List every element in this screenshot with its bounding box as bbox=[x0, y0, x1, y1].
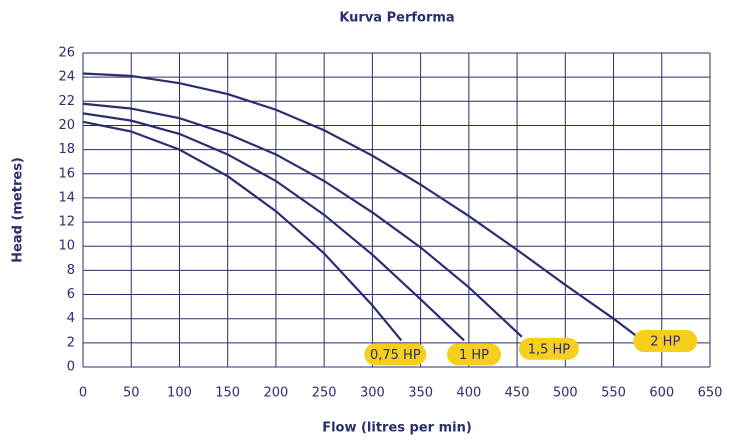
x-tick-label: 400 bbox=[456, 386, 481, 401]
y-tick-label: 22 bbox=[58, 94, 75, 109]
x-tick-label: 650 bbox=[698, 386, 723, 401]
label-pill bbox=[518, 337, 579, 360]
y-tick-label: 20 bbox=[58, 118, 75, 133]
y-tick-label: 10 bbox=[58, 239, 75, 254]
y-tick-label: 2 bbox=[67, 335, 75, 350]
x-tick-label: 600 bbox=[649, 386, 674, 401]
series-label: 1 HP bbox=[459, 348, 489, 363]
label-pill bbox=[364, 343, 427, 366]
curve bbox=[82, 72, 648, 345]
x-tick-label: 150 bbox=[215, 386, 240, 401]
series-label: 2 HP bbox=[650, 335, 680, 350]
y-tick-label: 18 bbox=[58, 142, 75, 157]
y-tick-label: 8 bbox=[67, 263, 75, 278]
x-tick-label: 50 bbox=[123, 386, 140, 401]
y-tick-label: 6 bbox=[67, 287, 75, 302]
series-label: 1,5 HP bbox=[528, 342, 571, 357]
y-tick-label: 16 bbox=[58, 166, 75, 181]
y-tick-label: 4 bbox=[67, 311, 75, 326]
y-tick-label: 0 bbox=[67, 360, 75, 375]
x-tick-label: 100 bbox=[167, 386, 192, 401]
chart-title: Kurva Performa bbox=[339, 11, 454, 26]
curve bbox=[82, 112, 465, 342]
y-tick-label: 12 bbox=[58, 215, 75, 230]
x-tick-label: 300 bbox=[360, 386, 385, 401]
label-pill bbox=[633, 330, 698, 353]
x-tick-label: 500 bbox=[553, 386, 578, 401]
x-tick-label: 350 bbox=[408, 386, 433, 401]
y-tick-label: 24 bbox=[58, 70, 75, 85]
label-pill bbox=[447, 343, 502, 366]
y-tick-label: 14 bbox=[58, 190, 75, 205]
x-axis-label: Flow (litres per min) bbox=[322, 421, 472, 436]
x-tick-label: 550 bbox=[601, 386, 626, 401]
x-tick-label: 250 bbox=[312, 386, 337, 401]
x-tick-label: 200 bbox=[264, 386, 289, 401]
curve bbox=[82, 102, 523, 338]
curve bbox=[82, 120, 403, 342]
y-axis-label: Head (metres) bbox=[11, 157, 26, 263]
y-tick-label: 26 bbox=[58, 46, 75, 61]
series-label: 0,75 HP bbox=[370, 348, 421, 363]
x-tick-label: 450 bbox=[505, 386, 530, 401]
x-tick-label: 0 bbox=[79, 386, 87, 401]
